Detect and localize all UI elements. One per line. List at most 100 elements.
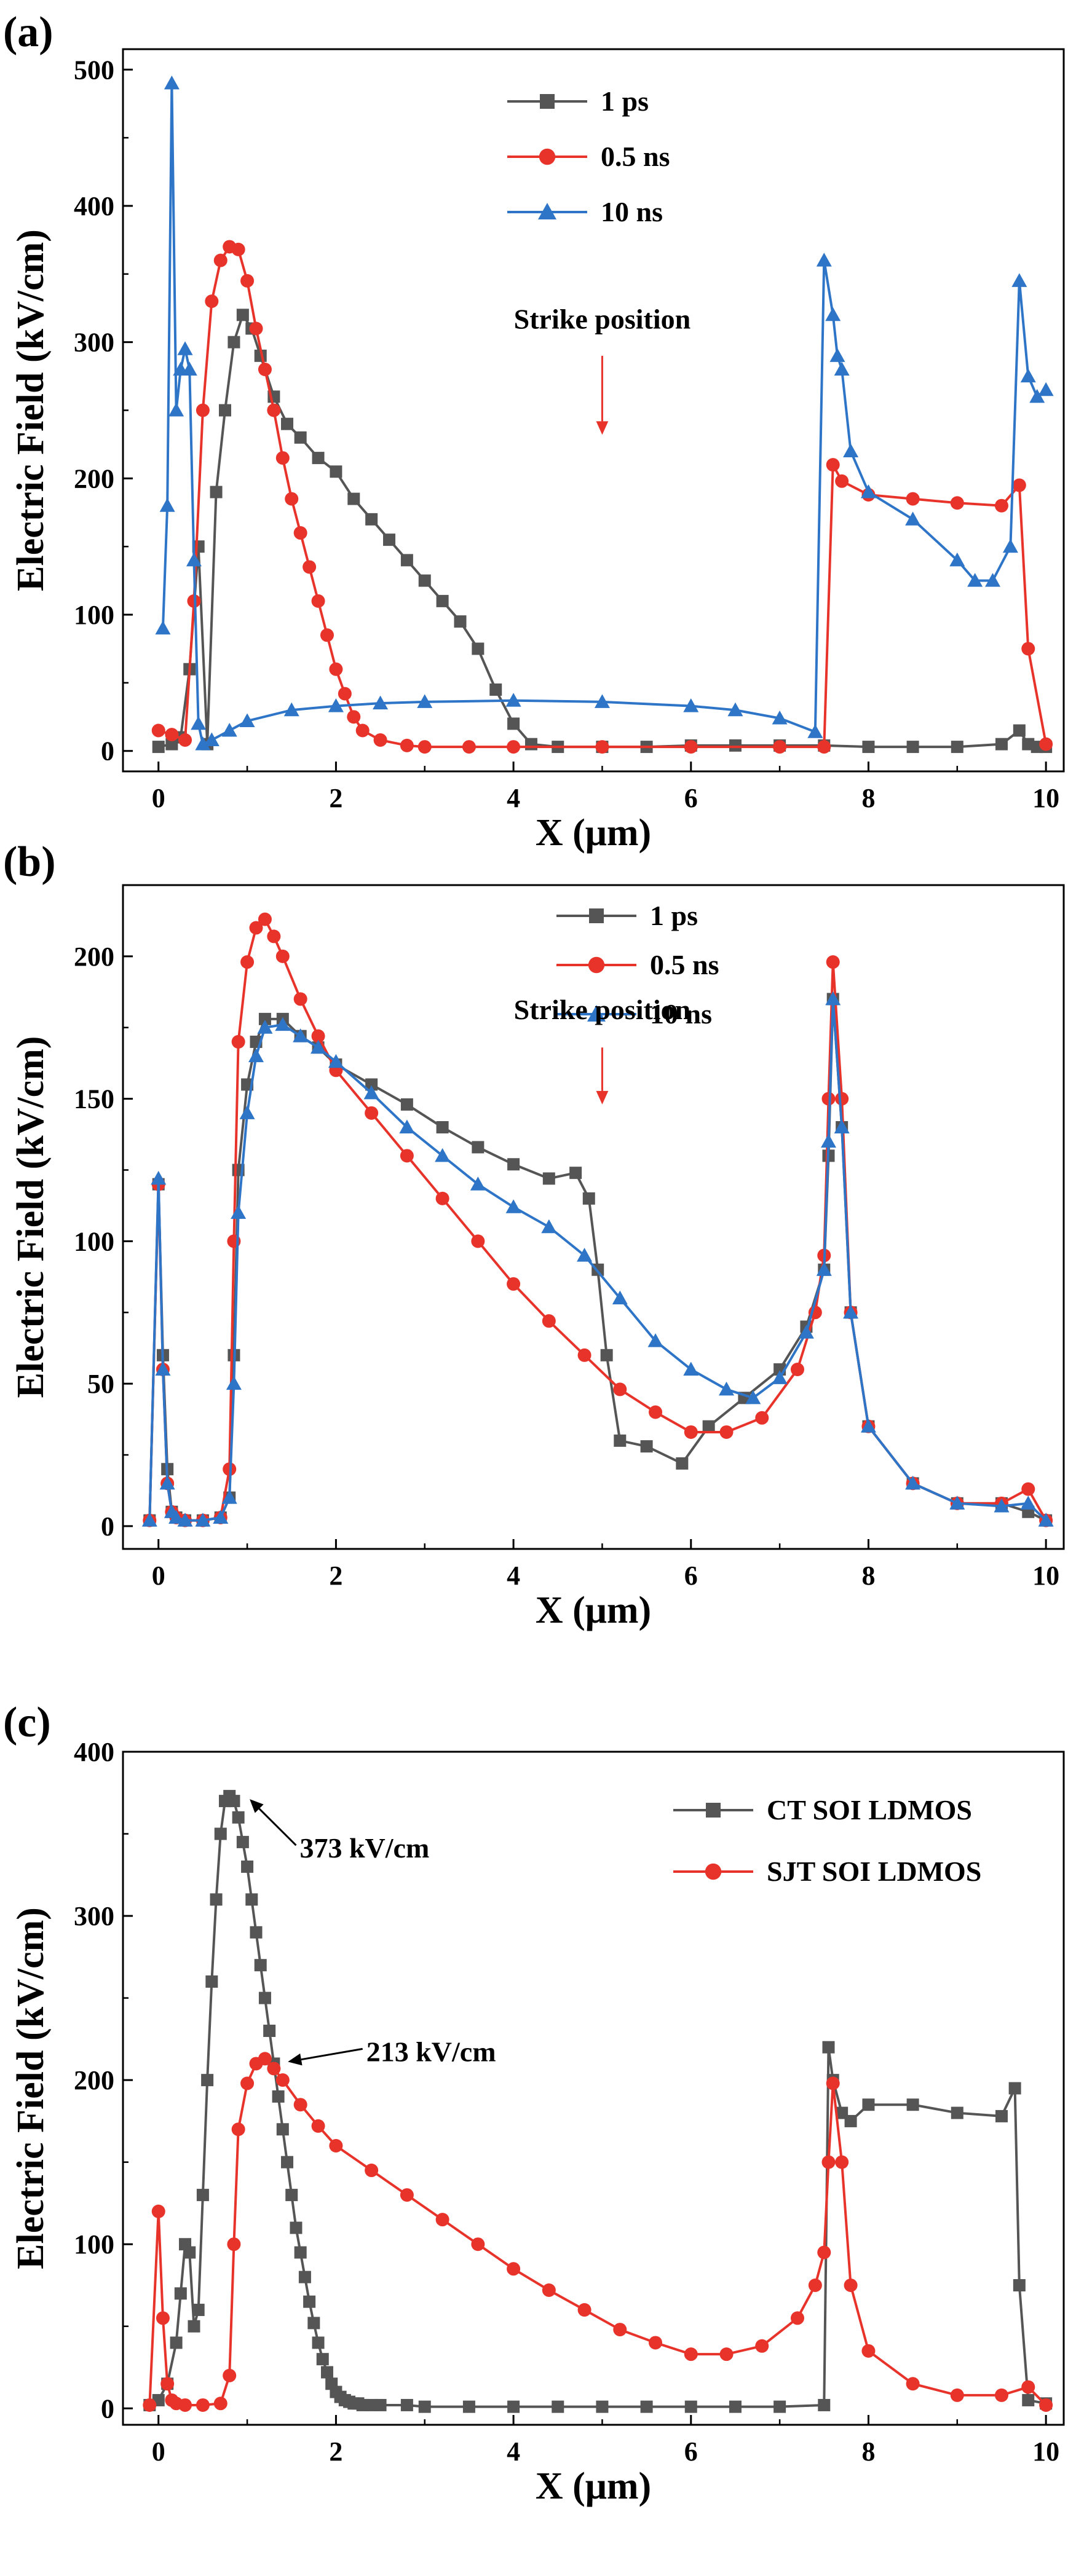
data-point xyxy=(640,2400,653,2413)
x-tick-label: 10 xyxy=(1032,1561,1059,1591)
annotation-arrow xyxy=(596,1047,609,1105)
data-point xyxy=(236,1835,249,1848)
data-point xyxy=(400,738,414,752)
data-point xyxy=(365,2164,379,2178)
data-point xyxy=(231,1034,245,1049)
data-point xyxy=(307,2317,320,2330)
panel-label: (b) xyxy=(3,838,56,886)
x-tick-label: 10 xyxy=(1032,2436,1059,2467)
data-point xyxy=(552,2400,564,2413)
data-point xyxy=(818,2398,831,2411)
data-point xyxy=(258,1991,271,2004)
data-point xyxy=(684,2347,698,2361)
y-tick-label: 50 xyxy=(87,1369,114,1399)
data-point xyxy=(181,361,197,376)
legend-marker xyxy=(538,203,556,219)
data-point xyxy=(231,2122,245,2137)
data-point xyxy=(950,2388,964,2402)
data-point xyxy=(949,552,965,567)
data-point xyxy=(489,683,502,696)
data-point xyxy=(454,615,467,628)
data-point xyxy=(835,474,849,488)
data-point xyxy=(790,1362,804,1376)
data-point xyxy=(729,739,742,752)
data-point xyxy=(950,496,964,510)
data-point xyxy=(232,1811,245,1824)
data-point xyxy=(472,642,485,655)
data-point xyxy=(612,1290,628,1305)
annotation-text: Strike position xyxy=(514,994,691,1025)
data-point xyxy=(281,417,294,430)
x-tick-label: 2 xyxy=(329,783,342,813)
data-point xyxy=(843,1304,859,1319)
data-point xyxy=(949,1495,965,1510)
annotation-text: Strike position xyxy=(514,303,691,334)
x-axis-label: X (μm) xyxy=(536,2465,651,2507)
data-point xyxy=(684,740,698,754)
y-tick-label: 0 xyxy=(101,1511,114,1542)
y-tick-label: 400 xyxy=(74,191,114,221)
data-point xyxy=(231,242,245,256)
data-point xyxy=(995,2109,1008,2122)
legend: 1 ps 0.5 ns 10 ns xyxy=(556,900,719,1030)
data-point xyxy=(165,728,179,742)
data-point xyxy=(363,1085,379,1100)
y-tick-label: 200 xyxy=(74,942,114,972)
data-point xyxy=(151,1170,167,1185)
series-sjt-soi-ldmos xyxy=(143,2052,1053,2412)
data-point xyxy=(906,2098,919,2111)
y-axis-label: Electric Field (kV/cm) xyxy=(10,1907,52,2269)
series-line xyxy=(161,83,1047,746)
data-point xyxy=(275,1017,291,1031)
data-point xyxy=(470,1176,486,1191)
x-tick-label: 8 xyxy=(861,2436,875,2467)
data-point xyxy=(400,554,413,567)
data-point xyxy=(860,484,876,498)
data-point xyxy=(1021,2380,1035,2394)
legend-label: 10 ns xyxy=(601,196,663,227)
plot-frame xyxy=(122,1751,1065,2426)
data-point xyxy=(347,492,360,505)
data-point xyxy=(400,2188,414,2202)
data-point xyxy=(822,2041,835,2054)
data-point xyxy=(577,1348,591,1362)
data-point xyxy=(994,498,1008,513)
data-point xyxy=(1013,2279,1026,2291)
data-point xyxy=(1012,478,1026,492)
data-point xyxy=(254,1959,267,1972)
y-tick-label: 300 xyxy=(74,1901,114,1931)
legend-label: 1 ps xyxy=(601,85,649,117)
data-point xyxy=(862,2098,875,2111)
y-axis-label: Electric Field (kV/cm) xyxy=(10,229,52,591)
data-point xyxy=(293,1028,309,1042)
legend-marker xyxy=(706,1803,721,1818)
data-point xyxy=(755,1411,769,1425)
series-line xyxy=(148,999,1047,1522)
data-point xyxy=(320,628,334,642)
x-tick-label: 6 xyxy=(684,783,698,813)
data-point xyxy=(507,1277,521,1291)
data-point xyxy=(267,929,281,943)
annotation-arrow-head xyxy=(596,1090,609,1105)
plot-frame xyxy=(122,884,1065,1550)
data-point xyxy=(275,949,290,963)
data-point xyxy=(245,1893,258,1906)
data-point xyxy=(365,1078,378,1091)
data-point xyxy=(995,738,1008,750)
x-axis-label: X (μm) xyxy=(536,812,651,854)
data-point xyxy=(191,715,207,730)
data-point xyxy=(649,2336,663,2350)
data-point xyxy=(178,2398,192,2412)
data-point xyxy=(205,294,219,309)
legend-label: 10 ns xyxy=(650,998,712,1030)
data-point xyxy=(201,2074,214,2087)
data-point xyxy=(294,2246,307,2259)
data-point xyxy=(312,452,325,465)
data-point xyxy=(204,732,220,747)
data-point xyxy=(640,1440,653,1453)
data-point xyxy=(281,2156,294,2168)
data-point xyxy=(507,717,520,730)
panel-label: (c) xyxy=(3,1699,51,1746)
series-line xyxy=(148,999,1047,1522)
data-point xyxy=(905,1475,921,1490)
